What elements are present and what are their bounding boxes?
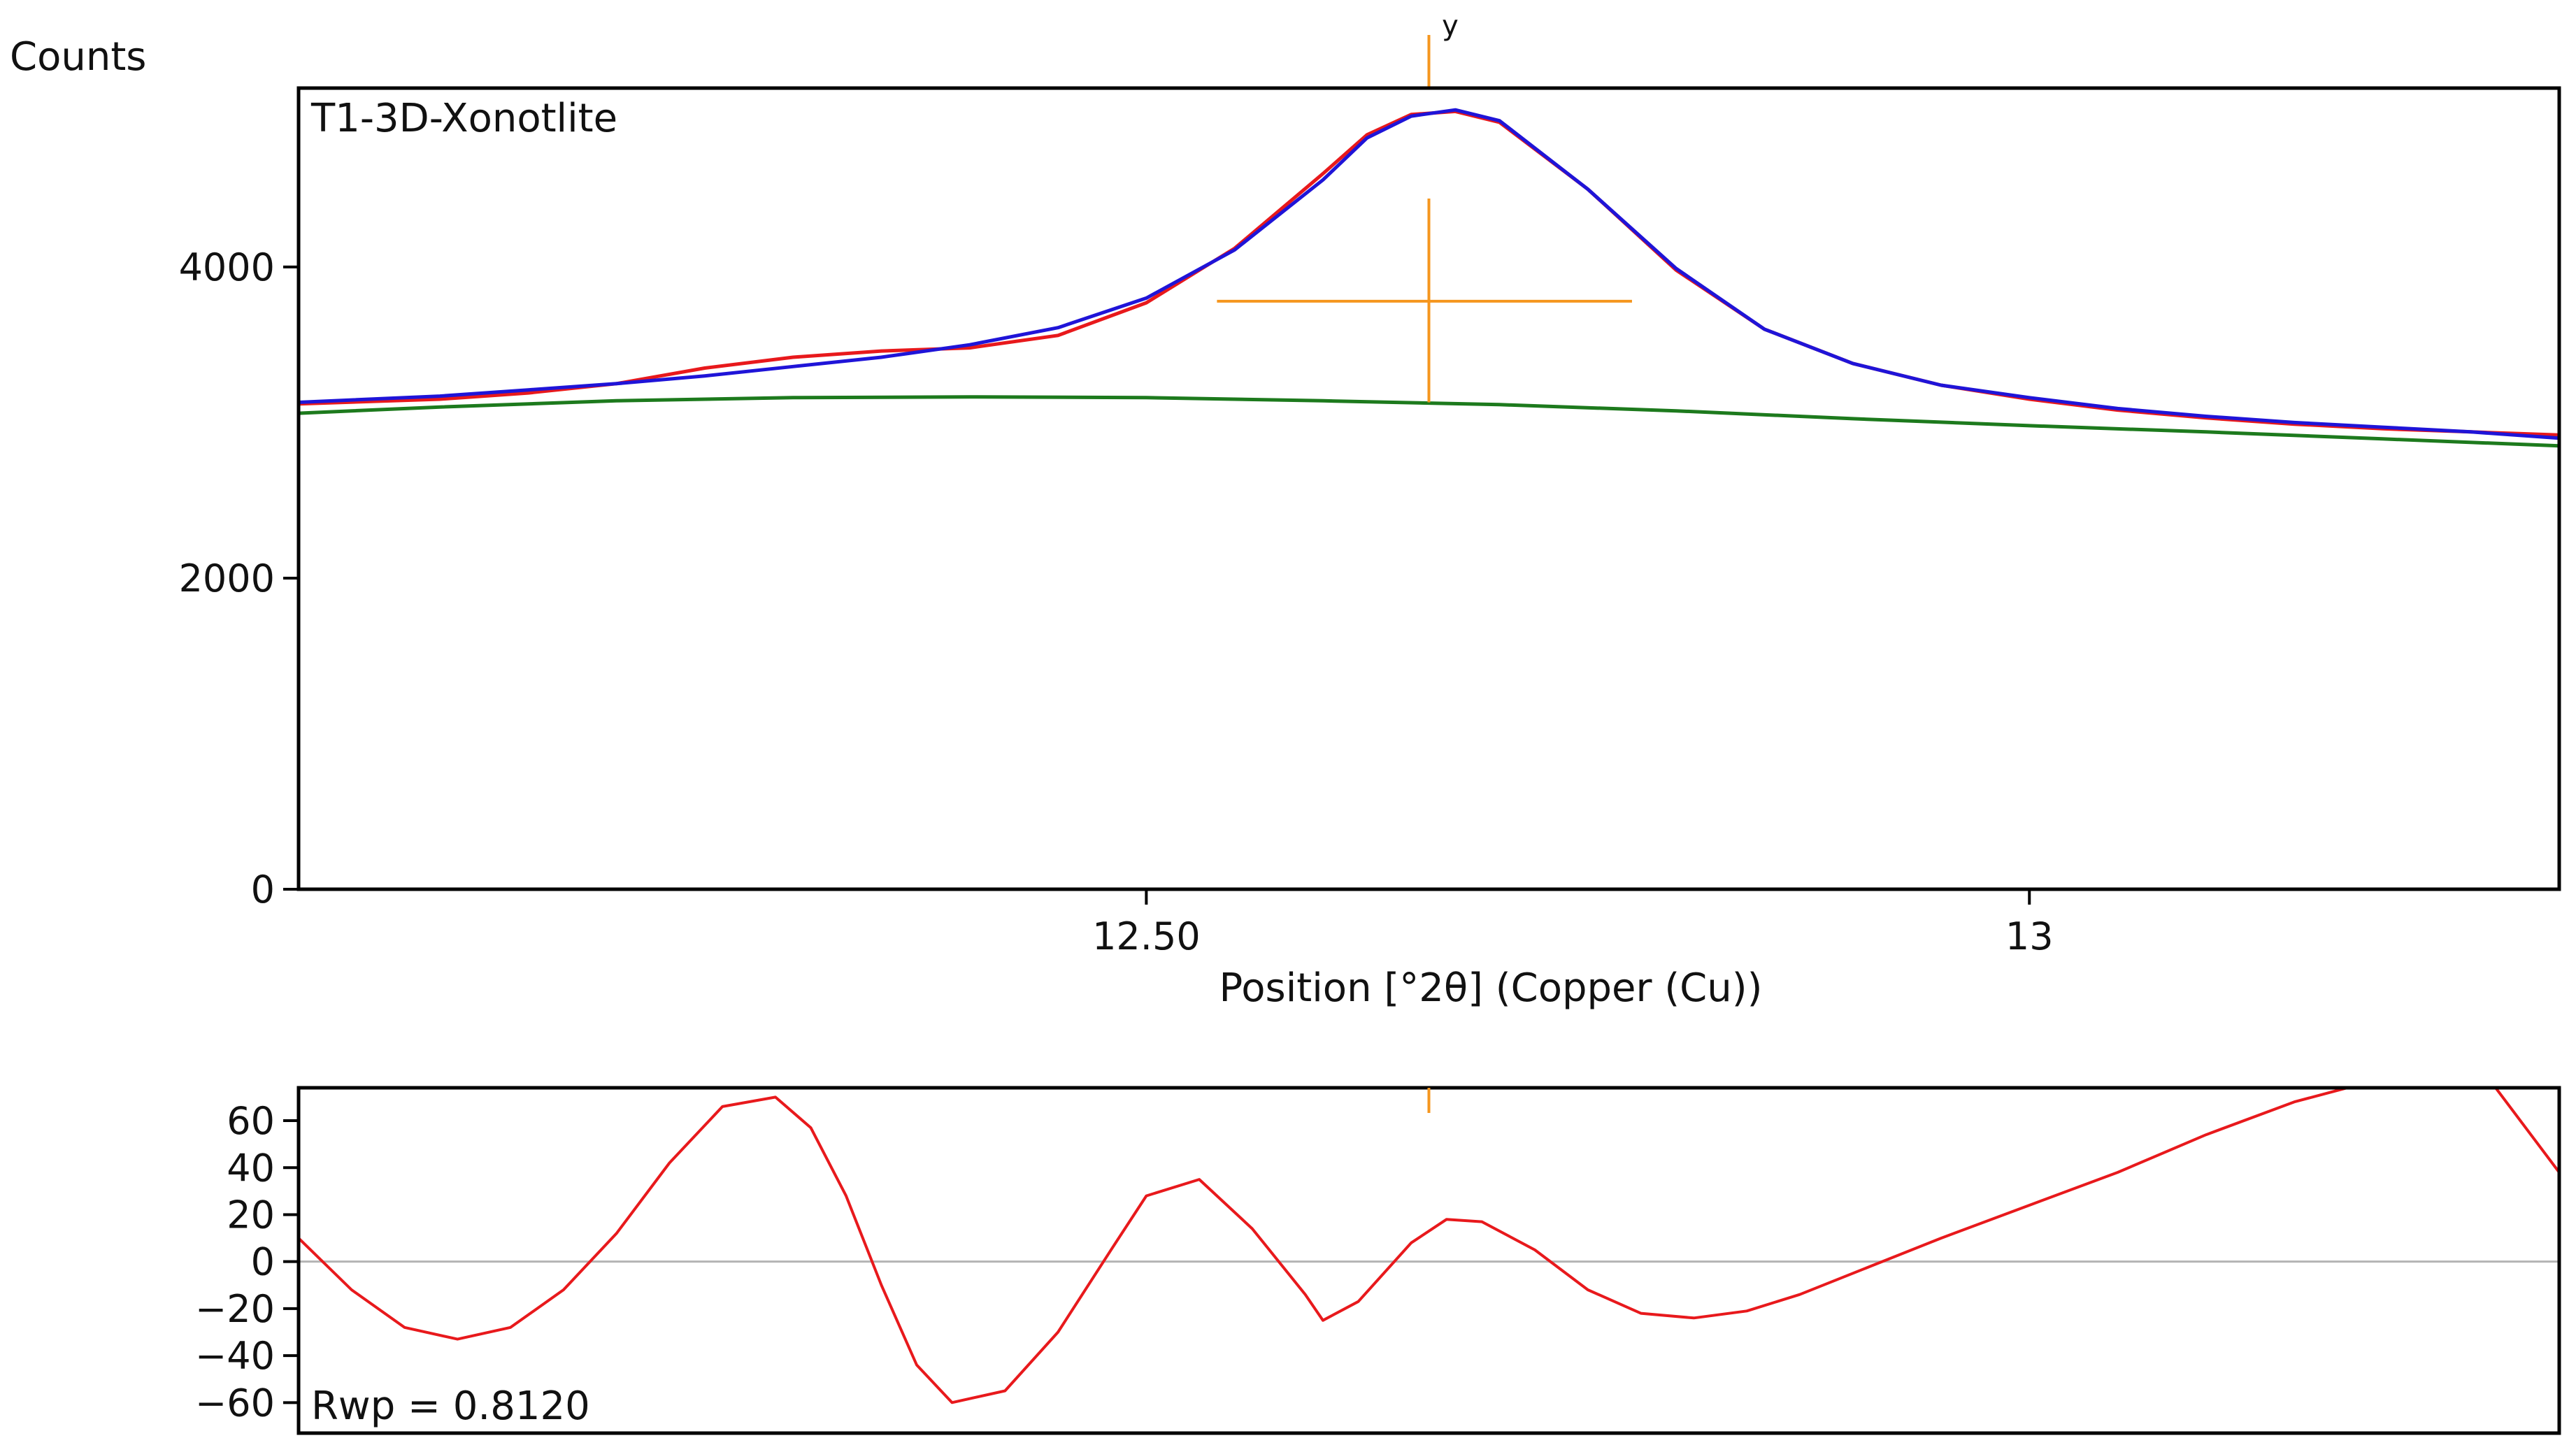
difference-series-line <box>299 1088 2559 1404</box>
y-tick-label: 2000 <box>179 556 275 601</box>
x-axis-label: Position [°2θ] (Copper (Cu)) <box>1219 965 1763 1011</box>
main-plot: 0 2000 4000 12.50 13 Counts Position [°2θ] … <box>10 10 2561 1011</box>
y-axis-label: Counts <box>10 34 146 80</box>
x-tick-label: 12.50 <box>1092 914 1201 958</box>
main-y-axis: 0 2000 4000 <box>179 245 299 912</box>
diff-y-tick-label: 20 <box>227 1193 275 1237</box>
main-x-axis: 12.50 13 <box>1092 889 2054 958</box>
diff-y-tick-label: −40 <box>195 1334 275 1378</box>
difference-plot-frame <box>296 1086 2561 1435</box>
diff-y-tick-label: 40 <box>227 1146 275 1190</box>
peak-marker-group <box>1217 35 1632 403</box>
diff-series-group <box>299 1088 2559 1404</box>
calculated-series-line <box>299 108 2559 440</box>
x-tick-label: 13 <box>2005 914 2054 958</box>
y-tick-label: 0 <box>251 868 275 912</box>
y-tick-label: 4000 <box>179 245 275 289</box>
sample-name-label: T1-3D-Xonotlite <box>310 96 617 141</box>
rwp-label: Rwp = 0.8120 <box>311 1383 590 1429</box>
main-series-group <box>299 108 2559 448</box>
background-series-line <box>299 395 2559 448</box>
diff-y-tick-label: 60 <box>227 1099 275 1143</box>
diff-y-tick-label: 0 <box>251 1240 275 1284</box>
diff-y-tick-label: −60 <box>195 1381 275 1425</box>
diff-y-tick-label: −20 <box>195 1287 275 1331</box>
peak-marker-label: y <box>1442 10 1459 42</box>
main-plot-frame <box>296 86 2561 891</box>
